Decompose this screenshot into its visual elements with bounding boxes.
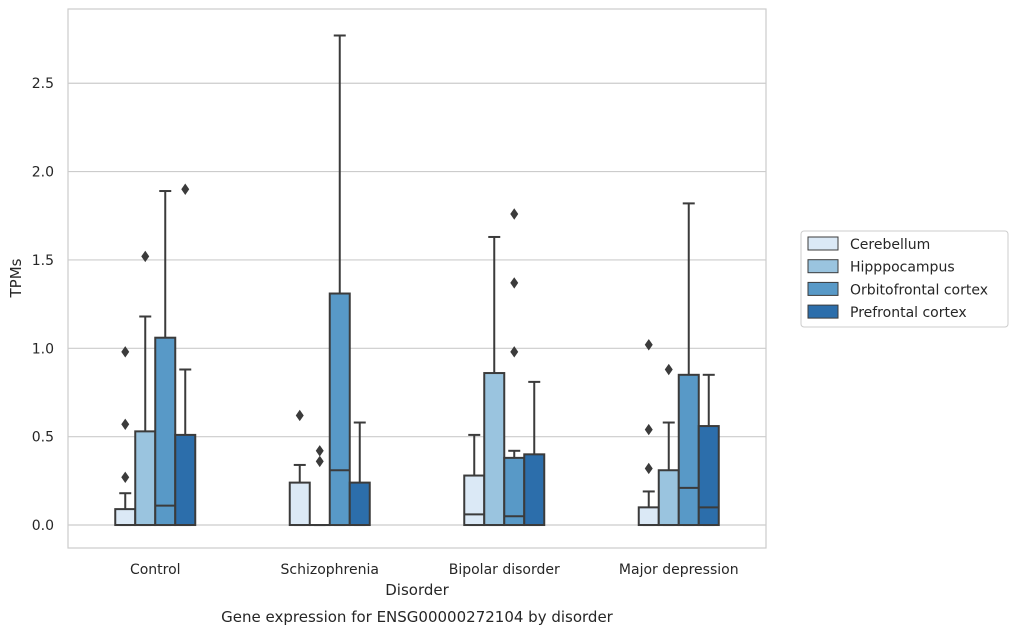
- box: [134, 430, 157, 527]
- outlier-point: [121, 346, 130, 358]
- legend-label: Prefrontal cortex: [850, 305, 967, 321]
- x-tick-label: Bipolar disorder: [449, 562, 560, 578]
- box-group: [288, 409, 311, 527]
- y-tick-label: 2.5: [32, 76, 54, 92]
- box: [677, 373, 700, 527]
- box-group: [463, 433, 486, 527]
- outlier-point: [644, 423, 653, 436]
- box: [154, 336, 177, 527]
- box-group: [308, 445, 331, 527]
- boxes: [114, 34, 720, 527]
- y-tick-label: 1.0: [32, 341, 54, 357]
- outlier-point: [121, 471, 130, 484]
- box: [523, 453, 546, 527]
- box: [463, 474, 486, 527]
- box-group: [348, 421, 371, 527]
- outlier-point: [181, 183, 190, 195]
- box-group: [637, 339, 660, 527]
- outlier-point: [510, 277, 519, 289]
- plot-frame: [67, 8, 767, 549]
- legend-swatch: [807, 236, 839, 251]
- box-group: [114, 346, 137, 527]
- y-axis-label: TPMs: [7, 258, 25, 298]
- box-group: [657, 363, 680, 527]
- x-tick-labels: Control Schizophrenia Bipolar disorder Majo…: [130, 562, 739, 578]
- box-group: [523, 380, 546, 527]
- outlier-point: [141, 250, 150, 263]
- legend-swatch: [807, 259, 839, 274]
- x-tick-label: Control: [130, 562, 181, 578]
- outlier-point: [644, 462, 653, 475]
- legend-label: Cerebellum: [850, 237, 930, 253]
- box-group: [503, 208, 526, 527]
- box: [657, 469, 680, 527]
- outlier-point: [121, 418, 130, 430]
- box: [637, 506, 660, 527]
- box: [348, 481, 371, 527]
- box-group: [697, 373, 720, 527]
- x-tick-label: Schizophrenia: [281, 562, 379, 578]
- x-tick-label: Major depression: [619, 562, 739, 578]
- outlier-point: [644, 339, 653, 351]
- box: [288, 481, 311, 527]
- box: [174, 433, 197, 527]
- box-group: [134, 250, 157, 527]
- box: [483, 372, 506, 527]
- chart-caption: Gene expression for ENSG00000272104 by d…: [221, 608, 614, 626]
- y-tick-label: 0.5: [32, 430, 54, 446]
- legend: Cerebellum Hipppocampus Orbitofrontal cort…: [800, 230, 1009, 328]
- x-axis-label: Disorder: [385, 581, 449, 599]
- outlier-point: [295, 409, 304, 422]
- y-tick-label: 2.0: [32, 165, 54, 181]
- y-tick-labels: 0.0 0.5 1.0 1.5 2.0 2.5: [32, 76, 54, 534]
- legend-frame: [800, 230, 1009, 328]
- box: [697, 425, 720, 527]
- y-tick-label: 0.0: [32, 518, 54, 534]
- outlier-point: [315, 445, 324, 457]
- box-group: [174, 183, 197, 527]
- outlier-point: [510, 346, 519, 358]
- box-group: [483, 235, 506, 527]
- legend-label: Orbitofrontal cortex: [850, 282, 988, 298]
- legend-label: Hipppocampus: [850, 260, 955, 276]
- outlier-point: [315, 455, 324, 468]
- legend-swatch: [807, 281, 839, 296]
- box-group: [154, 190, 177, 527]
- outlier-point: [510, 208, 519, 220]
- outlier-point: [664, 363, 673, 376]
- box: [328, 292, 351, 527]
- box: [114, 508, 137, 527]
- box-group: [328, 34, 351, 527]
- box-group: [677, 202, 700, 527]
- y-tick-label: 1.5: [32, 253, 54, 269]
- legend-swatch: [807, 304, 839, 319]
- box: [503, 456, 526, 527]
